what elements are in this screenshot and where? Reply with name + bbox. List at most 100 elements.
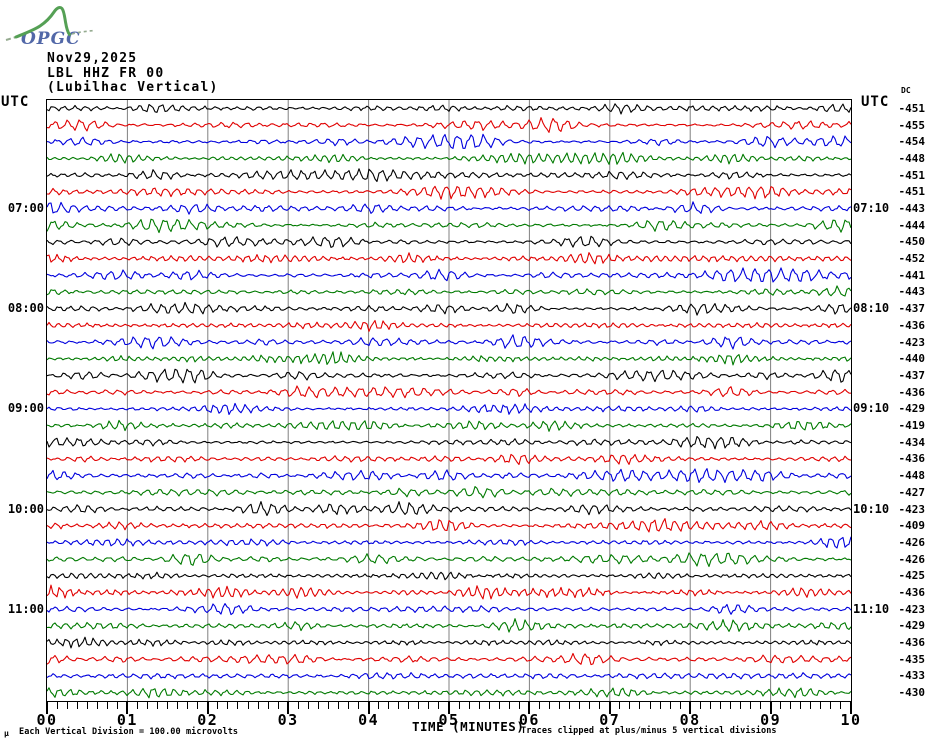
minute-minor-tick — [237, 701, 239, 709]
minute-minor-tick — [277, 701, 279, 709]
minute-tick-label-00: 00 — [36, 711, 58, 729]
minute-minor-tick — [629, 701, 631, 709]
minute-minor-tick — [247, 701, 249, 709]
minute-minor-tick — [649, 701, 651, 709]
minute-minor-tick — [388, 701, 390, 709]
minute-minor-tick — [719, 701, 721, 709]
minute-minor-tick — [579, 701, 581, 709]
minute-major-tick — [46, 701, 48, 714]
trace-row-1140 — [47, 672, 851, 680]
minute-tick-label-08: 08 — [679, 711, 701, 729]
trace-row-1110 — [47, 618, 851, 633]
hour-label-right-0810: 08:10 — [853, 301, 890, 316]
hour-label-right-1110: 11:10 — [853, 601, 890, 616]
minute-minor-tick — [157, 701, 159, 709]
minute-minor-tick — [86, 701, 88, 709]
dc-value-0710: -444 — [898, 218, 926, 232]
minute-tick-label-01: 01 — [116, 711, 138, 729]
minute-minor-tick — [679, 701, 681, 709]
minute-minor-tick — [327, 701, 329, 709]
minute-minor-tick — [699, 701, 701, 709]
minute-minor-tick — [639, 701, 641, 709]
dc-value-1000: -423 — [898, 502, 926, 516]
minute-minor-tick — [378, 701, 380, 709]
minute-minor-tick — [750, 701, 751, 709]
header-station: LBL HHZ FR 00 — [47, 65, 165, 81]
dc-value-0730: -452 — [898, 252, 926, 266]
header-channel-desc: (Lubilhac Vertical) — [47, 80, 219, 95]
minute-minor-tick — [96, 701, 98, 709]
logo-text: OPGC — [21, 29, 81, 49]
hour-label-left-0800: 08:00 — [7, 301, 44, 316]
minute-minor-tick — [800, 701, 802, 709]
micro-glyph: µ — [4, 729, 9, 738]
trace-row-1050 — [47, 584, 851, 600]
minute-minor-tick — [337, 701, 339, 709]
minute-minor-tick — [418, 701, 420, 709]
trace-row-0710 — [47, 218, 851, 234]
minute-minor-tick — [569, 701, 571, 709]
minute-minor-tick — [297, 701, 299, 709]
dc-value-1150: -430 — [898, 686, 926, 700]
minute-minor-tick — [840, 701, 842, 709]
trace-row-0840 — [47, 368, 851, 384]
dc-value-0700: -443 — [898, 202, 926, 215]
minute-minor-tick — [488, 701, 490, 709]
minute-tick-label-05: 05 — [438, 711, 460, 729]
trace-row-0950 — [47, 486, 851, 499]
hour-label-right-0710: 07:10 — [853, 201, 890, 215]
minute-tick-label-03: 03 — [277, 711, 299, 729]
dc-value-1040: -425 — [898, 569, 926, 583]
minute-minor-tick — [317, 701, 319, 709]
minute-minor-tick — [518, 701, 520, 709]
hour-label-left-1000: 10:00 — [7, 501, 44, 516]
minute-minor-tick — [538, 701, 540, 709]
minute-major-tick — [367, 701, 370, 714]
minute-minor-tick — [508, 701, 510, 709]
dc-value-0940: -448 — [898, 469, 926, 483]
trace-row-0930 — [47, 453, 851, 466]
trace-row-0820 — [47, 334, 851, 350]
trace-row-1130 — [47, 652, 851, 666]
minute-minor-tick — [177, 701, 179, 709]
trace-row-1150 — [47, 687, 851, 699]
minute-minor-tick — [709, 701, 711, 709]
trace-row-0810 — [47, 319, 851, 332]
opgc-logo: OPGC — [5, 6, 95, 49]
minute-tick-label-06: 06 — [518, 711, 540, 729]
trace-row-0640 — [47, 168, 851, 183]
trace-row-0600 — [47, 103, 851, 115]
minute-minor-tick — [227, 701, 229, 709]
hour-label-right-1010: 10:10 — [853, 501, 890, 516]
minute-tick-label-02: 02 — [197, 711, 219, 729]
minute-minor-tick — [197, 701, 199, 709]
dc-value-1140: -433 — [898, 669, 926, 683]
minute-minor-tick — [76, 701, 78, 709]
minute-minor-tick — [659, 701, 661, 709]
minute-tick-label-09: 09 — [760, 711, 782, 729]
vertical-scale-note: Each Vertical Division = 100.00 microvol… — [19, 727, 239, 737]
trace-row-0610 — [47, 117, 851, 133]
dc-value-1100: -423 — [898, 602, 926, 616]
minute-minor-tick — [458, 701, 460, 709]
trace-row-0910 — [47, 419, 851, 432]
minute-minor-tick — [116, 701, 118, 709]
dc-value-0800: -437 — [898, 302, 926, 316]
traces-svg — [47, 100, 851, 701]
trace-row-1100 — [47, 603, 851, 616]
dc-value-0740: -441 — [898, 268, 926, 282]
minute-minor-tick — [408, 701, 410, 709]
trace-row-1010 — [47, 518, 851, 533]
minute-minor-tick — [498, 701, 500, 709]
minute-minor-tick — [790, 701, 792, 709]
trace-row-1030 — [47, 552, 851, 568]
dc-value-0630: -448 — [898, 151, 926, 165]
dc-value-0840: -437 — [898, 368, 926, 382]
minute-minor-tick — [267, 701, 269, 709]
dc-value-0810: -436 — [898, 318, 926, 332]
minute-major-tick — [287, 701, 290, 714]
left-axis-title: UTC — [1, 94, 30, 110]
minute-minor-tick — [438, 701, 440, 709]
x-axis-title: TIME (MINUTES) — [412, 719, 525, 734]
minute-minor-tick — [348, 701, 349, 709]
